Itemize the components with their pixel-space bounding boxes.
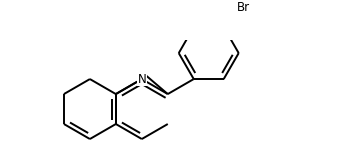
- Text: Br: Br: [236, 1, 250, 14]
- Text: N: N: [138, 73, 146, 86]
